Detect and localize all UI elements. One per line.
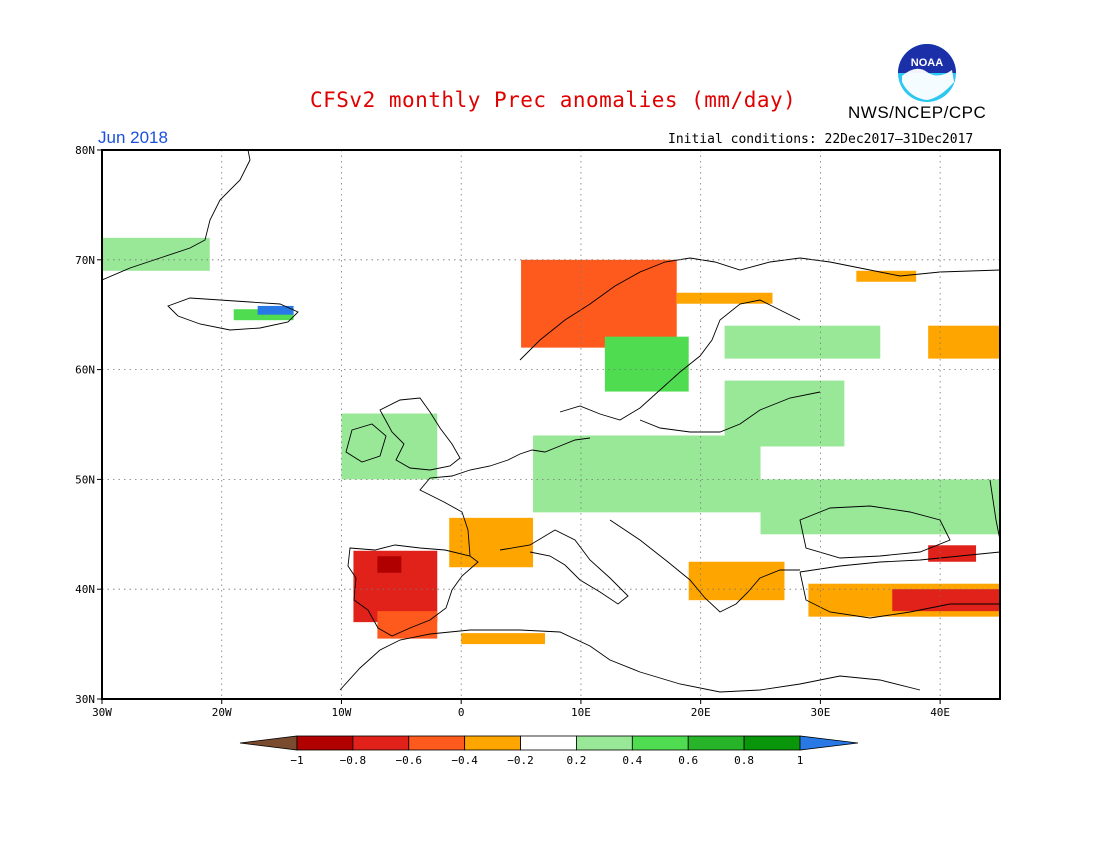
anomaly-region	[892, 589, 1000, 612]
anomaly-region	[377, 611, 438, 639]
lon-label: 30E	[810, 706, 830, 719]
svg-text:NOAA: NOAA	[911, 57, 943, 69]
anomaly-field	[102, 237, 1000, 645]
anomaly-region	[461, 633, 546, 645]
colorbar-low-arrow	[239, 735, 298, 751]
anomaly-region	[928, 325, 1000, 359]
anomaly-region	[377, 556, 402, 573]
colorbar-high-arrow	[799, 735, 859, 751]
lat-label: 30N	[75, 693, 95, 706]
anomaly-region	[102, 237, 210, 271]
colorbar-segment	[520, 735, 577, 751]
anomaly-region	[341, 413, 438, 480]
anomaly-region	[521, 259, 677, 348]
colorbar-label: −0.6	[396, 754, 423, 767]
lon-label: 20W	[212, 706, 232, 719]
lon-label: 10E	[571, 706, 591, 719]
agency-label: NWS/NCEP/CPC	[848, 103, 987, 122]
lat-label: 70N	[75, 254, 95, 267]
colorbar-segment	[576, 735, 633, 751]
anomaly-region	[676, 292, 773, 304]
anomaly-region	[533, 435, 761, 513]
valid-month-label: Jun 2018	[98, 128, 168, 147]
colorbar-segment	[743, 735, 801, 751]
lon-label: 20E	[691, 706, 711, 719]
coastlines	[102, 150, 1000, 693]
colorbar-label: −1	[290, 754, 303, 767]
colorbar-segment	[464, 735, 521, 751]
colorbar-label: 0.2	[567, 754, 587, 767]
lat-label: 40N	[75, 583, 95, 596]
colorbar-segment	[631, 735, 689, 751]
anomaly-region	[449, 517, 534, 568]
colorbar-segment	[352, 735, 410, 751]
anomaly-region	[856, 270, 917, 282]
colorbar-label: 1	[797, 754, 804, 767]
lat-label: 60N	[75, 364, 95, 377]
colorbar-label: −0.2	[507, 754, 534, 767]
anomaly-region	[724, 380, 845, 447]
lon-label: 30W	[92, 706, 112, 719]
anomaly-region	[928, 545, 977, 562]
lat-label: 50N	[75, 473, 95, 486]
lon-label: 10W	[332, 706, 352, 719]
colorbar-legend: −1 −0.8 −0.6 −0.4 −0.2 0.2 0.4 0.6 0.8 1	[239, 735, 859, 767]
colorbar-label: −0.8	[340, 754, 367, 767]
initial-conditions-label: Initial conditions: 22Dec2017–31Dec2017	[668, 132, 974, 147]
anomaly-region	[688, 561, 785, 601]
map-frame	[101, 149, 1001, 700]
anomaly-region	[233, 309, 294, 321]
lon-label: 0	[458, 706, 465, 719]
graticule	[102, 150, 1000, 699]
colorbar-segment	[687, 735, 745, 751]
lon-label: 40E	[930, 706, 950, 719]
colorbar-label: −0.4	[451, 754, 478, 767]
anomaly-region	[604, 336, 689, 392]
colorbar-label: 0.8	[734, 754, 754, 767]
anomaly-region	[760, 479, 1000, 535]
anomaly-region	[257, 305, 294, 315]
colorbar-label: 0.4	[622, 754, 642, 767]
colorbar-segment	[408, 735, 466, 751]
colorbar-label: 0.6	[678, 754, 698, 767]
colorbar-segment	[296, 735, 354, 751]
anomaly-region	[724, 325, 881, 359]
lat-label: 80N	[75, 144, 95, 157]
map-title: CFSv2 monthly Prec anomalies (mm/day)	[310, 88, 797, 112]
noaa-logo-icon: NOAA	[896, 42, 958, 104]
